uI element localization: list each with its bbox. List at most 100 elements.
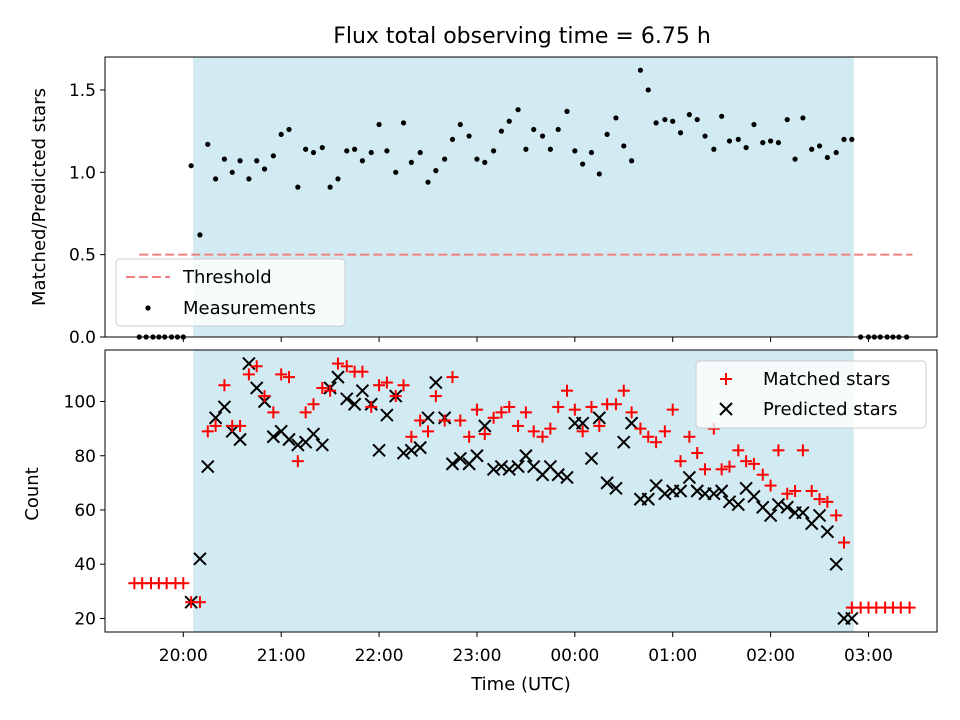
- measurement-point: [319, 144, 325, 151]
- measurement-point: [457, 121, 463, 128]
- measurement-point: [735, 136, 741, 142]
- predicted-point: [771, 497, 786, 512]
- measurement-point: [670, 118, 676, 124]
- predicted-point: [208, 411, 223, 425]
- legend-matched-label: Matched stars: [763, 369, 890, 390]
- matched-point: [617, 384, 630, 397]
- y-tick-label: 0.0: [69, 328, 96, 348]
- matched-point: [397, 379, 410, 392]
- matched-point: [193, 596, 206, 609]
- measurement-point: [686, 112, 692, 118]
- measurement-point: [809, 146, 815, 152]
- measurement-point: [352, 146, 358, 152]
- matched-point: [299, 406, 312, 419]
- measurement-point: [775, 140, 782, 146]
- x-tick-label: 23:00: [452, 646, 501, 666]
- y-tick-label: 40: [74, 555, 96, 575]
- measurement-point: [531, 126, 537, 133]
- measurement-point: [629, 158, 635, 164]
- predicted-point: [551, 468, 565, 482]
- predicted-point: [470, 449, 484, 463]
- matched-point: [683, 430, 696, 443]
- measurement-point: [303, 146, 309, 152]
- matched-point: [316, 381, 329, 394]
- matched-point: [593, 419, 606, 432]
- x-tick-label: 00:00: [550, 646, 599, 666]
- predicted-point: [820, 524, 835, 539]
- matched-point: [813, 493, 826, 506]
- measurement-point: [425, 179, 431, 185]
- measurement-point: [490, 148, 497, 154]
- predicted-point: [617, 435, 631, 449]
- matched-point: [642, 430, 655, 443]
- measurement-point: [743, 144, 749, 151]
- matched-point: [283, 371, 296, 384]
- matched-point: [821, 495, 834, 508]
- measurement-point: [621, 143, 627, 149]
- matched-point: [674, 455, 687, 468]
- measurement-point: [408, 159, 414, 166]
- measurement-point: [359, 158, 366, 164]
- matched-point: [422, 425, 435, 438]
- measurement-point: [694, 116, 700, 123]
- predicted-point: [511, 459, 525, 474]
- legend-predicted-label: Predicted stars: [763, 399, 897, 420]
- predicted-point: [445, 457, 460, 471]
- matched-point: [609, 398, 622, 411]
- measurement-point: [677, 130, 684, 136]
- matched-point: [291, 455, 304, 468]
- measurement-point: [849, 136, 855, 142]
- x-axis-label: Time (UTC): [470, 674, 571, 695]
- matched-points: [128, 357, 916, 614]
- predicted-point: [714, 484, 729, 498]
- measurement-point: [637, 67, 644, 73]
- predicted-point: [193, 552, 207, 566]
- matched-point: [732, 444, 745, 457]
- matched-point: [380, 376, 393, 389]
- matched-point: [356, 365, 369, 378]
- measurement-point: [433, 168, 439, 174]
- predicted-point: [242, 356, 256, 371]
- predicted-point: [217, 400, 232, 414]
- predicted-point: [233, 432, 247, 447]
- predicted-point: [315, 438, 330, 452]
- matched-point: [373, 379, 386, 392]
- measurement-point: [278, 131, 284, 138]
- matched-point: [470, 403, 483, 416]
- measurement-point: [816, 143, 823, 149]
- y-tick-label: 0.5: [69, 246, 96, 266]
- y-tick-label: 100: [64, 393, 96, 413]
- matched-point: [250, 360, 263, 373]
- legend-measurements-label: Measurements: [183, 298, 316, 319]
- measurement-point: [604, 131, 610, 138]
- measurement-point: [726, 138, 733, 144]
- matched-point: [201, 425, 214, 438]
- measurement-points: [136, 67, 910, 340]
- measurement-point: [205, 141, 211, 147]
- measurement-point: [580, 161, 586, 167]
- predicted-point: [690, 484, 704, 498]
- matched-point: [561, 384, 574, 397]
- matched-point: [487, 411, 500, 424]
- measurement-point: [751, 121, 757, 128]
- predicted-point: [641, 492, 655, 506]
- predicted-point: [306, 427, 321, 441]
- measurement-point: [221, 156, 228, 162]
- predicted-point: [575, 416, 590, 430]
- matched-point: [495, 406, 508, 419]
- legend-predicted-swatch: [719, 402, 733, 416]
- measurement-point: [335, 176, 341, 182]
- x-tick-label: 01:00: [648, 646, 697, 666]
- matched-point: [740, 455, 753, 468]
- chart-title: Flux total observing time = 6.75 h: [333, 24, 711, 49]
- measurement-point: [482, 159, 488, 166]
- measurement-point: [506, 118, 512, 124]
- matched-point: [764, 479, 777, 492]
- predicted-point: [624, 416, 639, 430]
- predicted-point: [673, 484, 688, 498]
- measurement-point: [327, 184, 333, 190]
- measurement-point: [384, 148, 390, 154]
- matched-point: [625, 406, 638, 419]
- x-tick-label: 20:00: [159, 646, 208, 666]
- matched-point: [699, 463, 712, 476]
